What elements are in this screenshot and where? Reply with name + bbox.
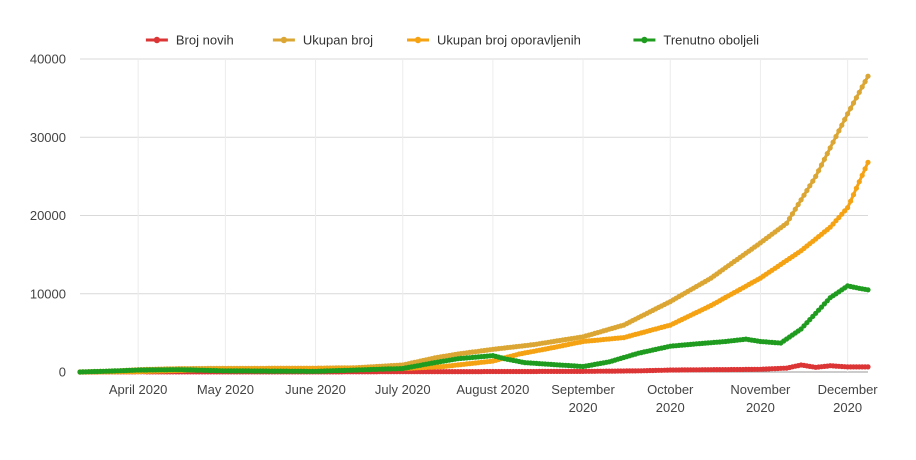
x-axis: April 2020 May 2020 June 2020 July 2020 Augu… — [109, 382, 878, 415]
data-point[interactable] — [827, 145, 833, 151]
series-ukupan-broj — [77, 73, 871, 375]
legend-marker — [414, 36, 422, 44]
x-tick-label: 2020 — [833, 400, 862, 415]
data-point[interactable] — [833, 133, 839, 140]
data-point[interactable] — [813, 173, 819, 179]
data-point[interactable] — [810, 178, 816, 184]
x-tick-label: September — [551, 382, 615, 397]
y-tick-label: 20000 — [30, 208, 66, 223]
data-point[interactable] — [801, 192, 807, 198]
y-tick-label: 10000 — [30, 286, 66, 301]
series-line — [79, 75, 870, 374]
data-point[interactable] — [786, 216, 793, 222]
data-point[interactable] — [850, 192, 857, 198]
data-point[interactable] — [848, 105, 854, 111]
legend-marker — [641, 36, 648, 44]
legend-item[interactable]: Ukupan broj oporavljenih — [407, 33, 581, 48]
data-point[interactable] — [865, 73, 871, 79]
legend-item[interactable]: Trenutno oboljeli — [633, 33, 759, 48]
data-point[interactable] — [830, 139, 836, 145]
x-tick-label: 2020 — [746, 400, 775, 415]
data-point[interactable] — [853, 185, 860, 191]
data-point[interactable] — [865, 364, 871, 370]
y-tick-label: 0 — [59, 365, 66, 380]
legend-item[interactable]: Ukupan broj — [272, 33, 373, 48]
data-point[interactable] — [845, 111, 851, 117]
data-point[interactable] — [821, 156, 828, 162]
x-tick-label: August 2020 — [456, 382, 529, 397]
y-axis: 0 10000 20000 30000 40000 — [30, 52, 66, 380]
data-point[interactable] — [798, 197, 804, 203]
data-point[interactable] — [836, 128, 842, 134]
x-tick-label: April 2020 — [109, 382, 168, 397]
legend-marker — [280, 36, 288, 44]
x-tick-label: June 2020 — [285, 382, 346, 397]
x-tick-label: 2020 — [569, 400, 598, 415]
y-tick-label: 30000 — [30, 130, 66, 145]
y-tick-label: 40000 — [30, 52, 66, 67]
data-point[interactable] — [792, 206, 798, 212]
x-tick-label: July 2020 — [375, 382, 431, 397]
grid — [80, 58, 868, 373]
legend-label: Broj novih — [176, 33, 234, 48]
data-point[interactable] — [807, 183, 813, 189]
data-point[interactable] — [795, 201, 801, 208]
x-tick-label: December — [818, 382, 879, 397]
data-point[interactable] — [865, 287, 871, 293]
data-point[interactable] — [865, 159, 871, 165]
data-point[interactable] — [789, 211, 796, 217]
legend: Broj novih Ukupan broj Ukupan broj oporavl… — [145, 33, 759, 48]
x-tick-label: May 2020 — [197, 382, 254, 397]
x-tick-label: October — [647, 382, 694, 397]
data-point[interactable] — [862, 166, 868, 172]
data-point[interactable] — [804, 187, 810, 194]
data-point[interactable] — [818, 162, 825, 168]
legend-label: Ukupan broj — [303, 33, 373, 48]
x-tick-label: November — [730, 382, 791, 397]
data-point[interactable] — [856, 179, 862, 185]
data-point[interactable] — [856, 89, 862, 95]
legend-label: Trenutno oboljeli — [663, 33, 759, 48]
data-point[interactable] — [848, 198, 854, 204]
series-trenutno-oboljeli — [77, 283, 871, 375]
legend-label: Ukupan broj oporavljenih — [437, 33, 581, 48]
data-point[interactable] — [784, 220, 790, 226]
data-point[interactable] — [853, 95, 860, 101]
x-tick-label: 2020 — [656, 400, 685, 415]
data-point[interactable] — [824, 151, 830, 157]
data-point[interactable] — [842, 116, 848, 123]
data-point[interactable] — [845, 205, 851, 211]
data-point[interactable] — [859, 172, 865, 178]
data-point[interactable] — [859, 84, 865, 90]
legend-marker — [153, 36, 161, 44]
data-point[interactable] — [862, 79, 868, 85]
data-point[interactable] — [850, 100, 857, 106]
plot-area — [77, 73, 871, 375]
legend-item[interactable]: Broj novih — [145, 33, 234, 48]
data-point[interactable] — [816, 168, 822, 174]
data-point[interactable] — [839, 122, 845, 128]
